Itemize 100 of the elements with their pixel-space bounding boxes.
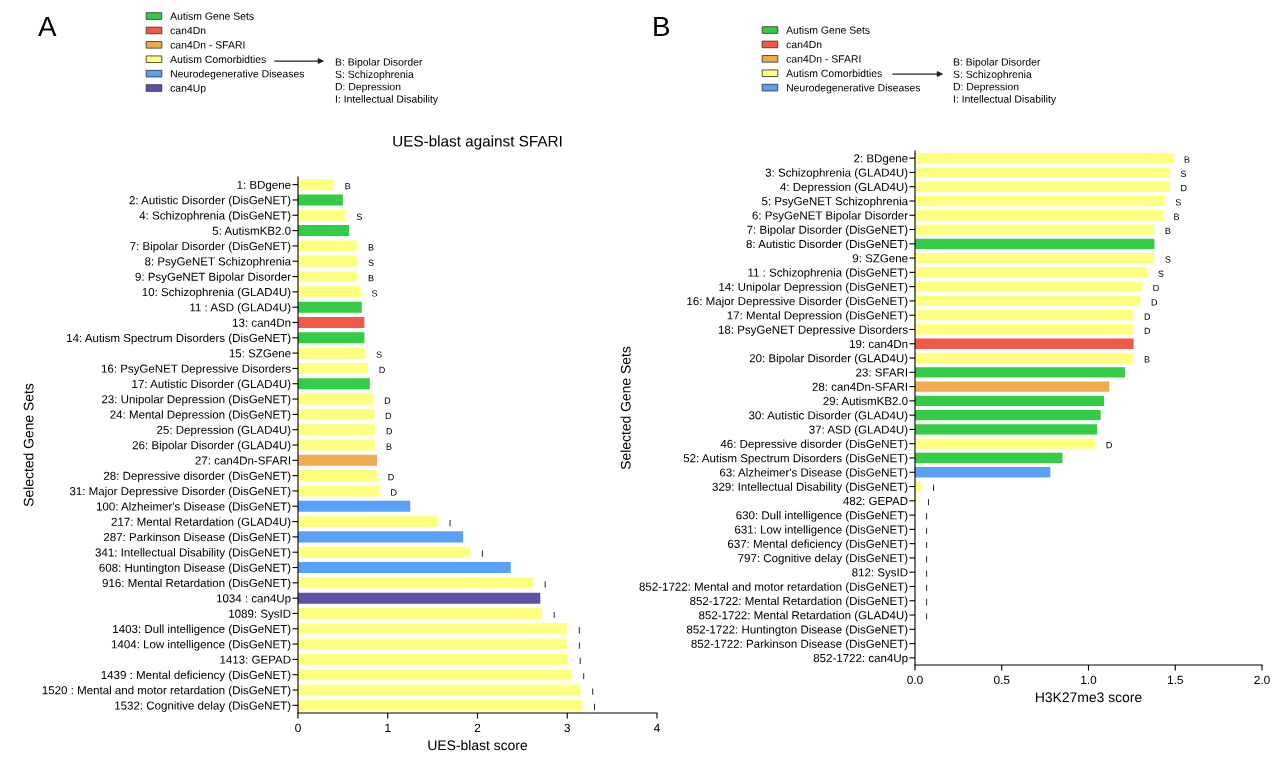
y-tick-label: 2: Autistic Disorder (DisGeNET)	[129, 195, 291, 207]
data-label: B	[1174, 213, 1180, 220]
y-tick-label: 23: SFARI	[856, 368, 907, 377]
data-label: I	[594, 703, 595, 710]
y-tick-label: 1439 : Mental deficiency (DisGeNET)	[101, 670, 291, 682]
y-tick-label: 17: Autistic Disorder (GLAD4U)	[132, 379, 291, 391]
y-tick-label: 27: can4Dn-SFARI	[195, 456, 290, 465]
y-tick-label: 17: Mental Depression (DisGeNET)	[727, 311, 908, 322]
y-tick-label: 46: Depressive disorder (DisGeNET)	[720, 439, 908, 451]
x-tick-label: 3	[564, 723, 571, 733]
y-tick-label: 20: Bipolar Disorder (GLAD4U)	[749, 353, 908, 365]
y-tick-label: 217: Mental Retardation (GLAD4U)	[111, 517, 291, 529]
y-tick-label: 852-1722: Mental Retardation (DisGeNET)	[690, 596, 908, 608]
y-tick-label: 329: Intellectual Disability (DisGeNET)	[712, 482, 908, 494]
data-label: I	[583, 673, 585, 680]
y-tick-label: 13: can4Dn	[232, 318, 291, 327]
data-label: B	[1184, 156, 1190, 163]
y-tick-label: 482: GEPAD	[843, 496, 908, 506]
y-tick-label: 14: Autism Spectrum Disorders (DisGeNET)	[67, 333, 291, 345]
data-label: S	[356, 213, 362, 221]
legend-label: Autism Gene Sets	[170, 12, 254, 20]
data-label: I	[926, 613, 928, 620]
data-label: S	[368, 259, 374, 266]
y-tick-label: 852-1722: Mental Retardation (GLAD4U)	[699, 610, 908, 622]
data-label: I	[579, 657, 581, 665]
y-tick-label: 7: Bipolar Disorder (DisGeNET)	[747, 225, 908, 237]
data-label: S	[1165, 256, 1171, 263]
y-tick-label: 812: SysID	[852, 568, 908, 579]
y-axis-title: Selected Gene Sets	[620, 346, 631, 470]
y-tick-label: 52: Autism Spectrum Disorders (DisGeNET)	[683, 453, 908, 465]
x-tick-label: 1.0	[1081, 675, 1097, 685]
y-tick-label: 4: Depression (GLAD4U)	[780, 182, 908, 194]
y-tick-label: 852-1722: Parkinson Disease (DisGeNET)	[691, 639, 908, 651]
legend-label: can4Dn - SFARI	[786, 55, 861, 63]
x-tick-label: 2.0	[1254, 675, 1270, 685]
data-label: D	[386, 428, 393, 435]
x-tick-label: 4	[653, 723, 660, 732]
y-tick-label: 852-1722: Huntington Disease (DisGeNET)	[686, 625, 908, 636]
data-label: B	[386, 443, 392, 450]
y-tick-label: 852-1722: can4Up	[813, 653, 908, 665]
x-tick-label: 0	[295, 723, 301, 733]
data-label: B	[368, 244, 374, 251]
y-tick-label: 10: Schizophrenia (GLAD4U)	[142, 287, 291, 299]
data-label: S	[1180, 170, 1187, 177]
y-tick-label: 9: SZGene	[852, 254, 908, 263]
y-tick-label: 341: Intellectual Disability (DisGeNET)	[95, 548, 291, 559]
y-tick-label: 14: Unipolar Depression (DisGeNET)	[719, 282, 908, 294]
data-label: S	[1175, 199, 1181, 206]
data-label: D	[388, 474, 394, 481]
y-tick-label: 29: AutismKB2.0	[823, 396, 908, 406]
data-label: D	[1181, 184, 1187, 192]
data-label: S	[372, 290, 378, 297]
y-tick-label: 24: Mental Depression (DisGeNET)	[110, 410, 291, 421]
y-tick-label: 2: BDgene	[854, 154, 908, 165]
y-tick-label: 1413: GEPAD	[220, 655, 291, 664]
y-tick-label: 28: Depressive disorder (DisGeNET)	[103, 471, 291, 483]
y-tick-label: 5: AutismKB2.0	[212, 226, 291, 235]
data-label: D	[384, 397, 391, 404]
x-tick-label: 0.5	[994, 675, 1010, 685]
data-label: D	[1106, 441, 1112, 449]
y-tick-label: 100: Alzheimer's Disease (DisGeNET)	[96, 502, 291, 513]
y-tick-label: 9: PsyGeNET Bipolar Disorder	[135, 272, 291, 284]
y-tick-label: 30: Autistic Disorder (GLAD4U)	[748, 410, 908, 422]
data-label: I	[592, 688, 594, 695]
y-tick-label: 31: Major Depressive Disorder (DisGeNET)	[69, 486, 291, 498]
x-tick-label: 2	[474, 723, 481, 732]
y-tick-label: 19: can4Dn	[849, 339, 908, 349]
data-label: I	[449, 519, 451, 527]
y-tick-label: 3: Schizophrenia (GLAD4U)	[765, 168, 908, 179]
y-tick-label: 637: Mental deficiency (DisGeNET)	[727, 539, 908, 551]
x-tick-label: 0.0	[907, 675, 923, 685]
y-tick-label: 1: BDgene	[237, 180, 291, 192]
y-tick-label: 287: Parkinson Disease (DisGeNET)	[103, 532, 291, 544]
data-label: D	[391, 489, 397, 496]
data-label: I	[933, 484, 935, 491]
legend-label: Neurodegenerative Diseases	[170, 69, 305, 80]
y-tick-label: 1089: SysID	[229, 609, 291, 621]
y-tick-label: 16: Major Depressive Disorder (DisGeNET)	[687, 296, 908, 308]
y-tick-label: 15: SZGene	[229, 349, 291, 358]
data-label: D	[1151, 299, 1158, 306]
legend-label: Autism Comorbidties	[170, 55, 266, 64]
x-axis-title: UES-blast score	[428, 739, 528, 751]
y-tick-label: 37: ASD (GLAD4U)	[809, 425, 908, 436]
legend-label: can4Dn - SFARI	[170, 41, 245, 49]
chart-title: UES-blast against SFARI	[393, 135, 562, 150]
x-tick-label: 1.5	[1167, 675, 1183, 685]
data-label: I	[481, 550, 483, 557]
y-tick-label: 1404: Low intelligence (DisGeNET)	[111, 639, 291, 651]
x-axis-title: H3K27me3 score	[1035, 692, 1142, 703]
y-tick-label: 11 : ASD (GLAD4U)	[190, 302, 291, 314]
y-tick-label: 1034 : can4Up	[216, 594, 291, 605]
data-label: D	[1144, 327, 1151, 334]
y-tick-label: 18: PsyGeNET Depressive Disorders	[718, 325, 908, 337]
data-label: I	[578, 642, 580, 649]
data-label: I	[578, 627, 580, 634]
y-tick-label: 852-1722: Mental and motor retardation (DisGeNET)	[639, 582, 908, 594]
text: A	[38, 16, 57, 36]
data-label: I	[926, 570, 928, 577]
data-label: B	[1144, 356, 1150, 363]
y-tick-label: 1403: Dull intelligence (DisGeNET)	[113, 624, 291, 636]
